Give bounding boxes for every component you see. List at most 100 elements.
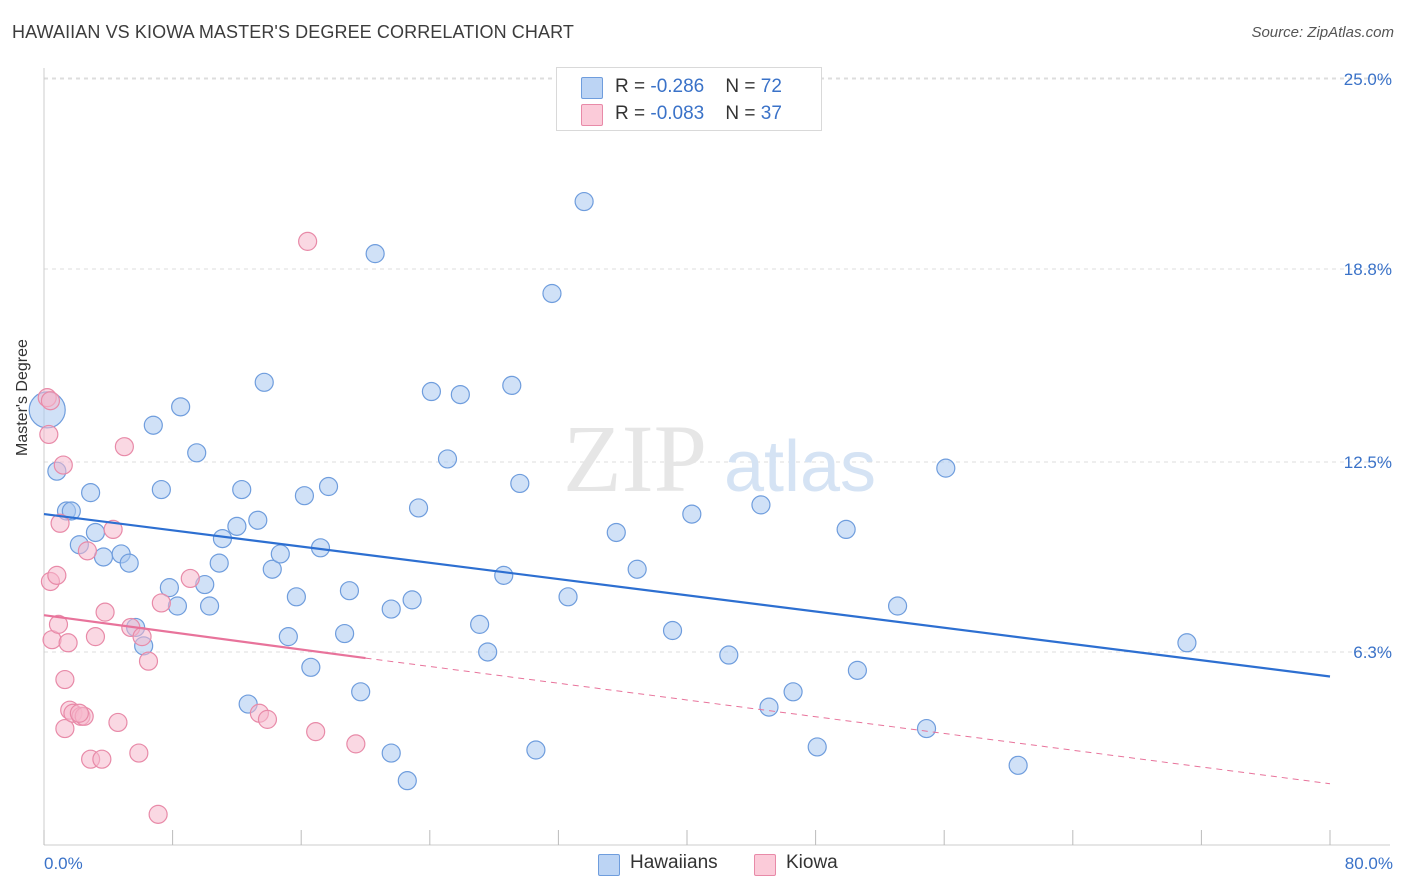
kiowa-point	[58, 633, 78, 653]
kiowa-point	[39, 424, 59, 445]
x-tick-label-max: 80.0%	[1345, 854, 1393, 873]
data-points	[28, 191, 1197, 824]
kiowa-point	[69, 703, 89, 723]
hawaiian-point	[294, 486, 315, 506]
hawaiian-point	[381, 743, 401, 763]
kiowa-point	[50, 513, 70, 533]
kiowa-point	[55, 669, 75, 690]
legend-r-label: R =	[615, 103, 651, 124]
kiowa-point	[40, 391, 61, 411]
hawaiian-point	[450, 384, 470, 405]
kiowa-point	[47, 565, 67, 585]
y-tick-label: 6.3%	[1353, 643, 1392, 662]
hawaiian-point	[662, 620, 683, 641]
hawaiian-point	[286, 587, 306, 607]
hawaiian-point	[887, 596, 908, 616]
axes	[43, 68, 1390, 846]
hawaiians-trend-line	[43, 512, 1331, 678]
hawaiian-point	[542, 283, 562, 304]
bottom-legend-swatch-hawaiians	[598, 854, 620, 876]
hawaiian-point	[502, 375, 522, 395]
hawaiian-point	[847, 660, 867, 680]
kiowa-point	[148, 804, 168, 824]
hawaiian-point	[339, 581, 360, 601]
kiowa-point	[92, 749, 112, 769]
bottom-legend-label-kiowa: Kiowa	[786, 852, 838, 873]
kiowa-point	[114, 437, 134, 457]
hawaiian-point	[278, 627, 298, 647]
kiowa-point	[346, 734, 366, 754]
bottom-legend-swatch-kiowa	[754, 854, 776, 876]
hawaiian-point	[232, 479, 252, 500]
kiowa-point	[108, 712, 128, 733]
hawaiian-point	[719, 645, 739, 665]
hawaiian-point	[248, 510, 268, 530]
hawaiian-point	[227, 516, 247, 536]
hawaiian-point	[212, 528, 233, 549]
hawaiian-point	[759, 697, 779, 717]
hawaiian-point	[171, 397, 191, 417]
hawaiian-point	[167, 596, 188, 616]
chart-title: HAWAIIAN VS KIOWA MASTER'S DEGREE CORREL…	[12, 22, 574, 42]
hawaiian-point	[199, 596, 220, 616]
watermark-atlas: atlas	[724, 427, 876, 507]
hawaiian-point	[119, 553, 139, 573]
hawaiian-point	[301, 657, 321, 677]
hawaiian-point	[526, 740, 546, 760]
hawaiian-point	[187, 443, 207, 463]
legend-r-value-hawaiians: -0.286	[650, 76, 705, 97]
hawaiian-point	[836, 519, 856, 540]
hawaiian-point	[159, 578, 179, 598]
kiowa-point	[48, 614, 69, 634]
hawaiian-point	[151, 479, 171, 500]
kiowa-point	[132, 627, 152, 647]
hawaiian-point	[437, 449, 458, 469]
y-tick-label: 12.5%	[1344, 453, 1392, 472]
hawaiian-point	[1008, 755, 1028, 775]
kiowa-point	[85, 627, 106, 647]
kiowa-trend-line-extension	[365, 657, 1331, 785]
hawaiian-point	[478, 642, 498, 662]
kiowa-point	[306, 722, 326, 742]
kiowa-point	[77, 541, 98, 561]
legend-n-value-hawaiians: 72	[760, 76, 782, 97]
hawaiian-point	[365, 244, 385, 264]
hawaiian-point	[916, 718, 937, 739]
hawaiian-point	[402, 590, 422, 610]
legend-swatch-kiowa	[581, 104, 603, 126]
hawaiian-point	[254, 372, 274, 392]
watermark-zip: ZIP	[563, 405, 707, 512]
legend-n-value-kiowa: 37	[760, 103, 782, 124]
hawaiian-point	[558, 587, 578, 607]
source-label: Source: ZipAtlas.com	[1251, 24, 1394, 41]
hawaiian-point	[510, 473, 530, 494]
stats-legend: R = -0.286 N = 72 R = -0.083 N = 37	[556, 67, 822, 131]
hawaiian-point	[421, 381, 442, 402]
hawaiian-point	[85, 522, 106, 543]
grid-lines	[44, 77, 1390, 653]
hawaiian-point	[627, 559, 647, 579]
kiowa-point	[103, 519, 123, 540]
hawaiian-point	[270, 544, 290, 564]
hawaiian-point	[807, 737, 827, 757]
tick-labels: 6.3% 12.5% 18.8% 25.0% 0.0% 80.0%	[44, 70, 1393, 873]
hawaiian-point	[574, 191, 594, 212]
hawaiian-point	[751, 495, 771, 515]
kiowa-trend-line	[43, 614, 366, 660]
kiowa-point	[95, 602, 115, 622]
kiowa-point	[138, 651, 159, 671]
hawaiian-point	[81, 483, 101, 503]
hawaiian-point	[936, 458, 956, 478]
hawaiian-point	[408, 498, 429, 518]
kiowa-point	[55, 718, 75, 739]
hawaiian-point	[682, 504, 702, 524]
kiowa-point	[151, 593, 171, 613]
hawaiian-point	[93, 547, 114, 567]
legend-n-label: N =	[725, 103, 761, 124]
legend-n-label: N =	[725, 76, 761, 97]
hawaiian-point	[335, 623, 355, 644]
hawaiian-point	[318, 476, 339, 497]
hawaiian-point	[783, 682, 803, 702]
hawaiian-point	[209, 553, 229, 573]
kiowa-point	[257, 709, 278, 729]
